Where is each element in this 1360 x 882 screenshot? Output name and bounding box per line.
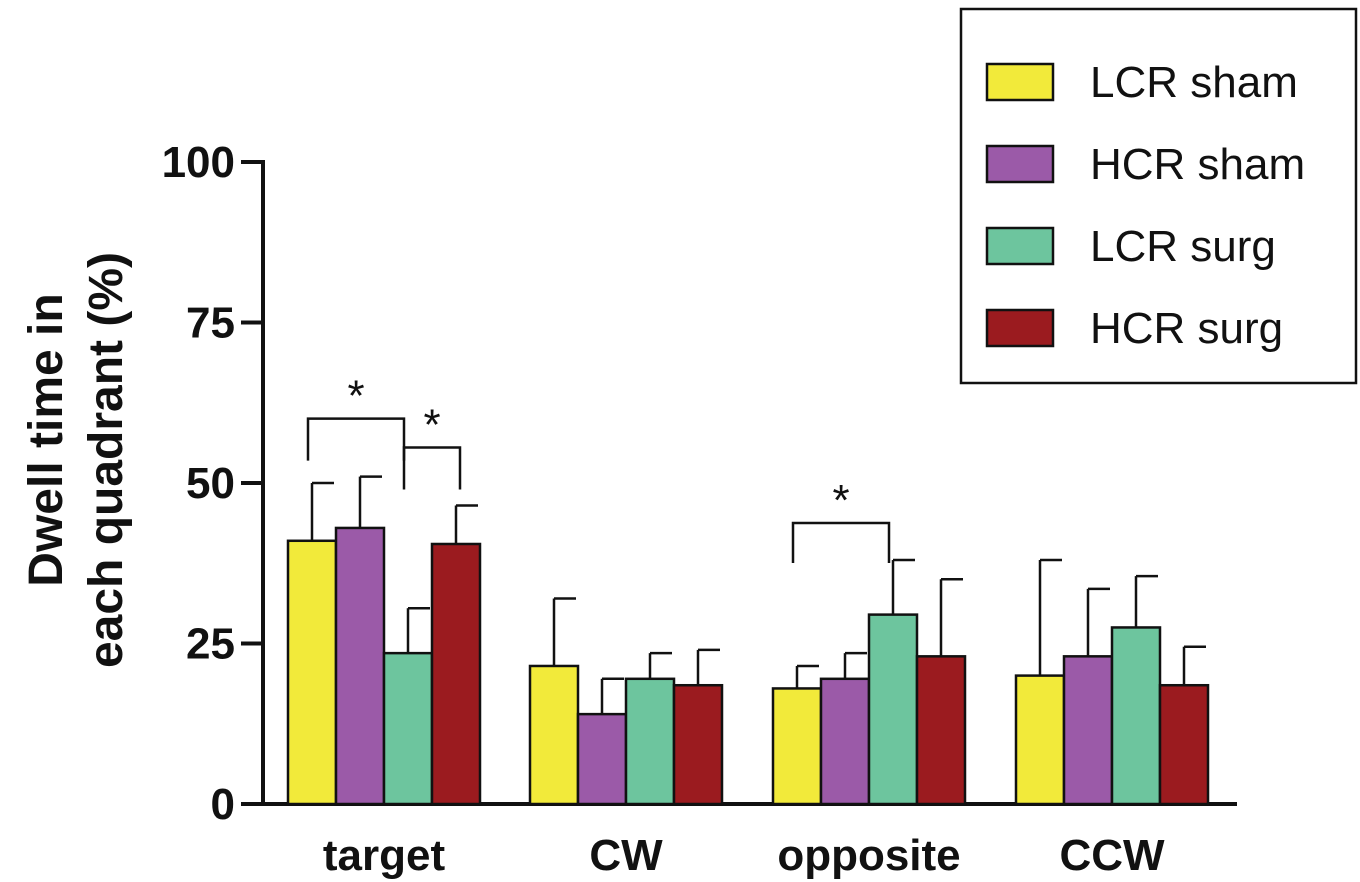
bar-lcr-surg-ccw xyxy=(1110,626,1162,806)
y-tick-label-100: 100 xyxy=(162,138,235,187)
y-tick-label-25: 25 xyxy=(186,620,235,669)
significance-star-2: * xyxy=(832,476,849,525)
legend-label-lcr-sham: LCR sham xyxy=(1090,58,1298,107)
y-tick-label-0: 0 xyxy=(211,780,235,829)
legend-swatch-hcr-sham xyxy=(985,144,1055,184)
y-axis-title-line-1: Dwell time in xyxy=(20,293,73,586)
significance-star-0: * xyxy=(347,372,364,421)
bar-lcr-sham-ccw xyxy=(1014,674,1066,806)
legend-swatch-lcr-surg xyxy=(985,226,1055,266)
legend-swatch-lcr-sham xyxy=(985,62,1055,102)
significance-bracket-0 xyxy=(306,417,406,461)
bar-lcr-surg-opposite xyxy=(867,613,919,806)
bar-lcr-sham-cw xyxy=(528,664,580,806)
y-axis-title-line-2: each quadrant (%) xyxy=(80,252,133,668)
bar-hcr-surg-ccw xyxy=(1158,683,1210,806)
bar-hcr-surg-opposite xyxy=(915,655,967,806)
significance-bracket-2 xyxy=(791,521,891,564)
x-category-label-opposite: opposite xyxy=(777,831,960,880)
significance-bracket-1 xyxy=(402,446,462,490)
error-bars-group xyxy=(310,475,1206,715)
bar-lcr-sham-target xyxy=(286,539,338,806)
x-category-label-target: target xyxy=(323,831,446,880)
y-tick-label-75: 75 xyxy=(186,299,235,348)
x-axis: target CW opposite CCW xyxy=(261,802,1237,880)
legend-swatch-hcr-surg xyxy=(985,308,1055,348)
bar-lcr-surg-cw xyxy=(624,677,676,806)
y-axis-title: Dwell time in each quadrant (%) xyxy=(20,252,133,668)
bar-hcr-surg-cw xyxy=(672,683,724,806)
x-category-label-CW: CW xyxy=(589,831,663,880)
bar-hcr-sham-cw xyxy=(576,712,628,806)
y-axis: 0 25 50 75 100 xyxy=(162,138,265,829)
bar-hcr-sham-opposite xyxy=(819,677,871,806)
bar-hcr-sham-ccw xyxy=(1062,655,1114,806)
legend: LCR sham HCR sham LCR surg HCR surg xyxy=(959,7,1358,385)
y-tick-label-50: 50 xyxy=(186,459,235,508)
bar-lcr-sham-opposite xyxy=(771,687,823,806)
legend-label-hcr-surg: HCR surg xyxy=(1090,304,1283,353)
x-category-label-CCW: CCW xyxy=(1059,831,1165,880)
legend-label-hcr-sham: HCR sham xyxy=(1090,140,1305,189)
bar-hcr-surg-target xyxy=(430,542,482,806)
bars-group xyxy=(286,526,1210,806)
legend-label-lcr-surg: LCR surg xyxy=(1090,222,1276,271)
significance-group: * * * xyxy=(306,372,891,564)
bar-hcr-sham-target xyxy=(334,526,386,806)
significance-star-1: * xyxy=(423,400,440,449)
bar-lcr-surg-target xyxy=(382,651,434,806)
